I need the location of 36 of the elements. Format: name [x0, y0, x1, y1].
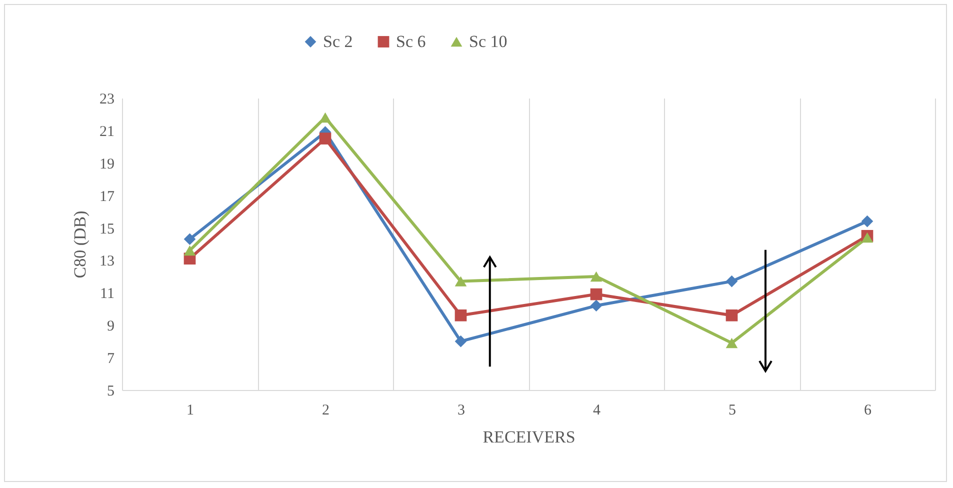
point [184, 233, 196, 246]
point [319, 112, 332, 123]
point [726, 275, 738, 288]
legend-label: Sc 6 [396, 32, 426, 51]
y-tick-label: 15 [100, 221, 114, 238]
point [861, 232, 874, 243]
x-tick-label: 3 [458, 402, 465, 418]
y-tick-label: 13 [100, 254, 114, 270]
legend-label: Sc 10 [469, 32, 508, 51]
point [726, 309, 738, 322]
y-tick-label: 7 [107, 351, 115, 368]
x-axis-title: RECEIVERS [482, 428, 576, 446]
point [861, 215, 874, 228]
y-axis-title: C80 (DB) [70, 210, 90, 278]
y-tick-label: 9 [107, 318, 114, 335]
point [726, 338, 738, 348]
y-tick-label: 23 [100, 92, 114, 108]
point [184, 245, 196, 256]
x-tick-label: 5 [728, 402, 736, 418]
y-tick-label: 11 [100, 286, 114, 302]
point [454, 309, 467, 322]
x-tick-label: 4 [593, 402, 601, 418]
y-tick-label: 19 [100, 156, 114, 172]
y-tick-label: 21 [100, 124, 114, 140]
point [590, 300, 602, 312]
y-tick-label: 17 [100, 188, 115, 205]
legend-label: Sc 2 [323, 32, 353, 51]
x-tick-label: 6 [864, 402, 872, 418]
point [590, 288, 602, 300]
point [454, 276, 467, 286]
y-tick-label: 5 [107, 384, 114, 400]
point [590, 271, 602, 282]
point [454, 335, 467, 348]
x-tick-label: 2 [322, 402, 330, 418]
point [319, 132, 332, 144]
x-tick-label: 1 [186, 402, 194, 418]
